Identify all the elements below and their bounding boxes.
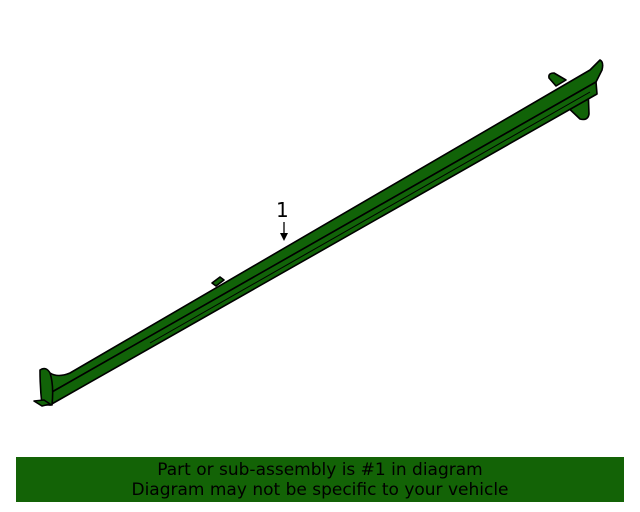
front-clip — [33, 399, 51, 407]
info-banner: Part or sub-assembly is #1 in diagram Di… — [16, 457, 624, 502]
banner-line-2: Diagram may not be specific to your vehi… — [131, 480, 509, 500]
banner-line-1: Part or sub-assembly is #1 in diagram — [157, 460, 483, 480]
callout-label-1: 1 — [276, 198, 289, 222]
mid-tab — [211, 276, 225, 287]
part-diagram — [33, 59, 604, 407]
rocker-panel-top — [49, 59, 604, 393]
callout-arrow-icon — [280, 233, 288, 241]
rear-tab — [548, 72, 567, 87]
front-end-cap — [39, 367, 54, 406]
